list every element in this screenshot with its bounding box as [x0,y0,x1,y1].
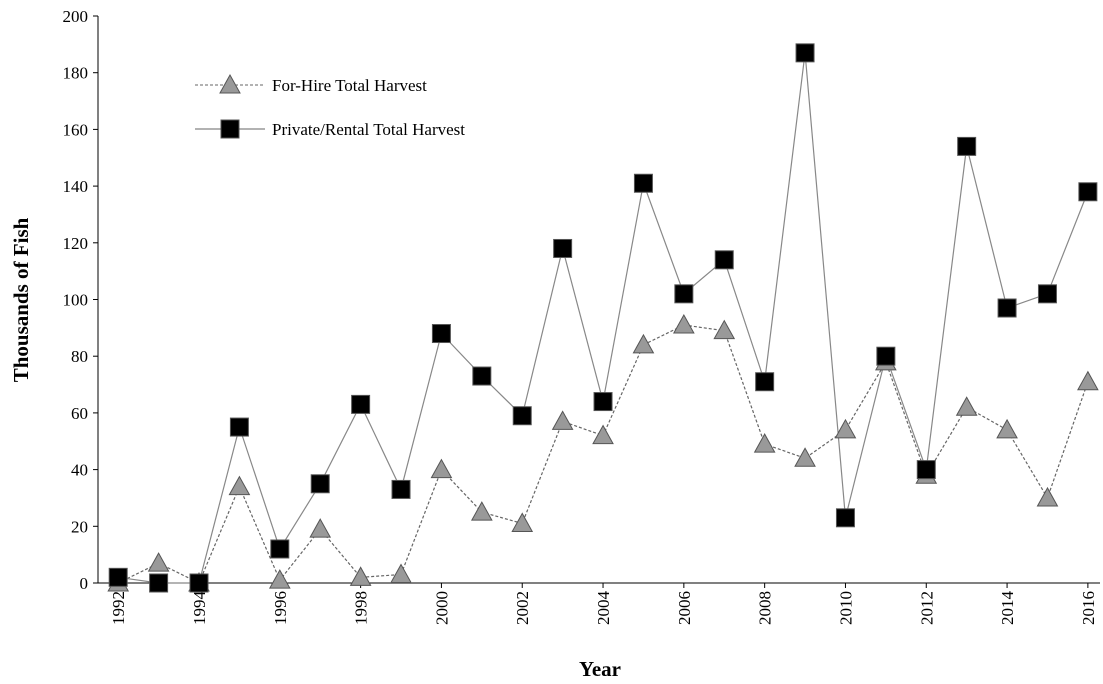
data-point [351,394,371,414]
data-point [632,333,655,354]
series-line [117,324,1089,584]
y-tick-label: 100 [63,291,89,310]
x-axis-label: Year [579,657,621,681]
data-point [996,418,1018,439]
data-point [957,136,977,156]
y-tick-label: 200 [63,7,89,26]
data-point [228,475,251,496]
x-tick-label: 2016 [1079,591,1098,625]
data-point [149,573,169,593]
legend-marker [220,119,240,139]
data-point [310,474,330,494]
data-point [955,396,978,416]
y-tick-label: 20 [71,517,88,536]
data-point [753,433,776,453]
data-point [633,173,653,193]
x-tick-label: 2004 [594,591,613,626]
x-tick-label: 2002 [513,591,532,625]
data-point [593,392,613,412]
y-tick-label: 180 [63,64,89,83]
data-point [270,539,290,559]
data-point [876,346,896,366]
data-point [794,447,816,467]
x-tick-label: 2000 [432,591,451,625]
series-line [118,52,1089,584]
x-tick-label: 1996 [271,591,290,625]
data-point [391,479,411,499]
data-point [551,410,574,430]
data-point [108,567,128,587]
x-tick-label: 2010 [836,591,855,625]
x-tick-label: 1998 [352,591,371,625]
y-tick-label: 80 [71,347,88,366]
data-point [997,298,1017,318]
data-point [755,372,775,392]
data-point [1077,370,1099,391]
data-point [430,458,453,479]
data-point [834,418,857,439]
legend-label: For-Hire Total Harvest [272,76,427,95]
data-point [470,501,493,521]
x-tick-label: 2008 [756,591,775,625]
data-point [592,424,614,445]
data-point [147,552,170,572]
data-point [1036,486,1059,507]
data-point [835,508,855,528]
y-tick-label: 40 [71,461,88,480]
legend-marker [219,73,241,94]
data-point [916,460,936,480]
data-point [674,284,694,304]
data-point [512,406,532,426]
data-point [795,43,815,63]
x-tick-label: 2006 [675,591,694,625]
y-tick-label: 0 [80,574,89,593]
y-tick-label: 160 [63,120,89,139]
y-axis-label: Thousands of Fish [9,217,33,382]
data-point [1078,182,1098,202]
y-tick-label: 120 [63,234,89,253]
x-tick-label: 2012 [917,591,936,625]
data-point [553,238,573,258]
x-tick-label: 2014 [998,591,1017,626]
x-tick-label: 1994 [190,591,209,626]
y-tick-label: 140 [63,177,89,196]
data-point [713,319,736,340]
data-point [390,563,412,583]
data-point [672,313,695,334]
x-tick-label: 1992 [109,591,128,625]
y-tick-label: 60 [71,404,88,423]
data-point [349,566,372,586]
data-point [189,573,209,593]
data-point [1037,284,1057,304]
data-point [229,417,249,437]
data-point [431,324,451,344]
data-point [714,250,734,270]
data-point [511,512,534,532]
data-point [472,366,492,386]
legend-label: Private/Rental Total Harvest [272,120,465,139]
data-point [268,569,291,589]
data-point [309,518,332,538]
